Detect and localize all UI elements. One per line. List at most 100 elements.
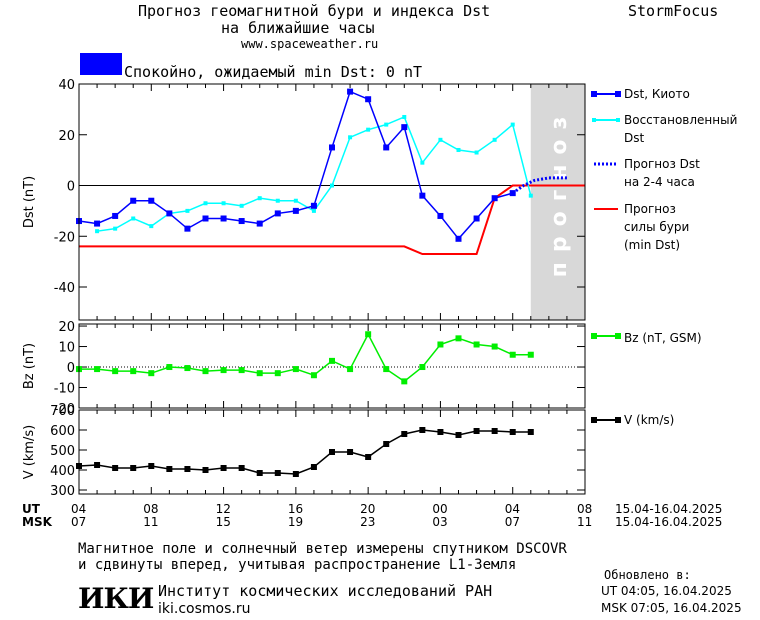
v-ytick-label: 300 [50,484,75,499]
ut-tick-label: 20 [360,502,376,516]
restored-dst-point [402,114,407,119]
restored-dst-point [203,201,208,206]
forecast-band-label: прогноз [547,107,572,278]
v-point [256,470,263,476]
legend-dst-marker [615,91,621,97]
legend-storm-label-3: (min Dst) [624,238,681,252]
legend-v-marker [591,417,597,423]
legend-dst-marker [591,91,597,97]
dst-kyoto-line [78,90,513,240]
website-url[interactable]: www.spaceweather.ru [241,37,379,51]
restored-dst-point [95,229,100,234]
bz-point [112,368,119,375]
v-ytick-label: 500 [50,444,75,459]
ut-date-range: 15.04-16.04.2025 [615,502,723,516]
ut-tick-label: 00 [432,502,448,516]
bz-ytick-label: -20 [54,402,75,417]
bz-point [184,365,191,372]
legend-bz-marker [615,333,621,339]
updated-msk: MSK 07:05, 16.04.2025 [601,601,742,615]
bz-point [383,366,390,373]
v-point [274,470,281,476]
restored-dst-point [293,198,298,203]
v-point [383,441,390,447]
bz-point [94,366,101,373]
dst-ytick-label: 40 [58,78,75,93]
dst-kyoto-point [455,235,462,242]
v-ytick-label: 600 [50,424,75,439]
msk-tick-label: 07 [504,515,520,529]
v-point [292,471,299,477]
v-ytick-label: 700 [50,404,75,419]
bz-point [365,331,372,338]
legend-restored-marker [616,118,620,122]
bz-point [238,367,245,374]
restored-dst-point [275,198,280,203]
dst-kyoto-point [148,197,155,204]
msk-tick-label: 07 [71,515,87,529]
dst-kyoto-point [274,210,281,217]
dst-kyoto-point [130,197,137,204]
v-frame [78,409,586,495]
v-point [527,429,534,435]
v-point [491,428,498,434]
bz-point [347,366,354,373]
v-point [310,464,317,470]
dst-kyoto-point [329,144,335,151]
restored-dst-point [221,201,226,206]
ut-tick-label: 04 [504,502,520,516]
msk-tick-label: 23 [360,515,376,529]
dst-ytick-label: -40 [54,281,75,296]
brand-name: StormFocus [628,2,719,20]
ut-tick-label: 08 [143,502,159,516]
dst-kyoto-point [365,96,372,103]
legend-v-marker [615,417,621,423]
bz-point [437,341,444,348]
msk-date-range: 15.04-16.04.2025 [615,515,723,529]
v-point [220,465,227,471]
v-point [94,462,101,468]
bz-point [527,351,534,358]
dst-kyoto-point [347,88,354,95]
v-point [509,429,516,435]
bz-point [509,351,516,358]
msk-tick-label: 03 [432,515,448,529]
v-point [347,449,354,455]
v-point [401,431,408,437]
restored-dst-point [510,122,515,127]
bz-ytick-label: 20 [58,320,75,335]
v-point [202,467,209,473]
institute-url[interactable]: iki.cosmos.ru [158,601,251,617]
legend-forecast-label-2: на 2-4 часа [624,175,695,189]
ut-row-label: UT [22,502,40,516]
legend-storm-label-1: Прогноз [624,202,676,216]
legend-storm-label-2: силы бури [624,220,690,234]
bz-point [473,341,480,348]
bz-point [401,378,408,385]
dst-kyoto-point [401,124,408,131]
dst-kyoto-point [184,225,191,232]
iki-logo: ИКИ [78,582,154,615]
restored-dst-point [438,137,443,142]
dst-ylabel: Dst (nT) [22,176,37,228]
restored-dst-point [239,203,244,208]
v-point [437,429,444,435]
v-point [419,427,426,433]
restored-dst-point [528,193,533,198]
legend-bz-label: Bz (nT, GSM) [624,331,702,345]
ut-tick-label: 16 [287,502,304,516]
bz-point [166,364,173,371]
dst-frame [78,83,586,321]
restored-dst-point [366,127,371,132]
dst-forecast-line [511,176,567,195]
dst-kyoto-point [419,192,426,199]
bz-point [274,370,281,377]
status-color-box [80,53,122,75]
bz-point [419,364,426,371]
ut-tick-label: 12 [215,502,231,516]
msk-row-label: MSK [22,515,52,529]
status-text: Спокойно, ожидаемый min Dst: 0 nT [124,63,423,81]
dst-kyoto-point [202,215,209,222]
v-panel: 700 600 500 400 300 V (km/s) [22,404,621,499]
